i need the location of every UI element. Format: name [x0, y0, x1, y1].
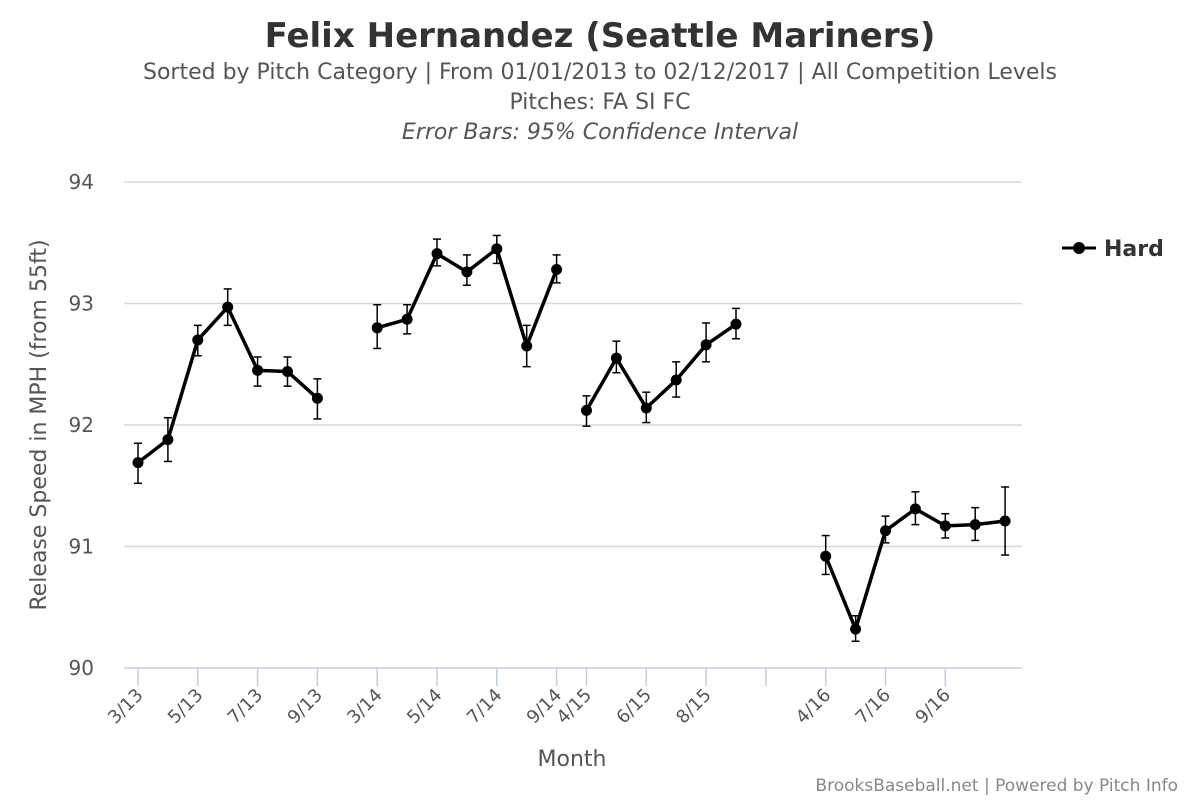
legend[interactable]: Hard	[1062, 237, 1164, 262]
x-tick-label: 4/16	[792, 685, 835, 728]
y-tick-label: 93	[69, 292, 94, 316]
legend-marker	[1073, 242, 1085, 254]
data-point	[222, 301, 234, 313]
series-line-segment	[584, 322, 737, 412]
x-tick-label: 7/16	[852, 685, 895, 728]
x-tick-label: 5/13	[164, 685, 207, 728]
y-tick-label: 91	[69, 535, 94, 559]
x-tick-label: 3/14	[343, 685, 386, 728]
data-point	[162, 434, 174, 446]
x-tick-label: 7/13	[224, 685, 267, 728]
data-point	[969, 519, 981, 531]
data-point	[850, 623, 862, 635]
series-hard	[132, 234, 1011, 643]
chart-title: Felix Hernandez (Seattle Mariners)	[264, 16, 936, 56]
data-point	[311, 392, 323, 404]
x-tick-label: 8/15	[672, 685, 715, 728]
x-axis: 3/13 5/13 7/13 9/13 3/14 5/14 7/14 9/144/15 6/15…	[104, 667, 1022, 728]
data-point	[999, 515, 1011, 527]
data-point	[282, 366, 293, 378]
x-tick-label: 4/15	[553, 685, 596, 728]
x-tick-label: 9/16	[911, 685, 954, 728]
y-tick-label: 94	[69, 170, 94, 194]
y-axis-ticks: 90 91 92 93 94	[69, 170, 94, 680]
data-point	[880, 525, 891, 537]
x-tick-label: 3/13	[104, 685, 147, 728]
data-point	[909, 503, 921, 515]
chart-subtitle-1: Sorted by Pitch Category | From 01/01/20…	[142, 60, 1057, 85]
data-point	[820, 550, 832, 562]
data-point	[581, 404, 592, 416]
y-axis-title: Release Speed in MPH (from 55ft)	[27, 239, 52, 610]
error-bars-note: Error Bars: 95% Confidence Interval	[401, 120, 799, 145]
data-point	[551, 263, 563, 275]
y-tick-label: 92	[69, 413, 94, 437]
data-point	[670, 374, 682, 386]
chart-subtitle-2: Pitches: FA SI FC	[509, 90, 691, 115]
x-tick-label: 6/15	[612, 685, 655, 728]
chart-title-block: Felix Hernandez (Seattle Mariners) Sorte…	[0, 14, 1200, 148]
x-tick-label: 7/14	[463, 685, 506, 728]
data-point	[252, 364, 264, 376]
legend-label-hard: Hard	[1104, 237, 1164, 262]
data-point	[610, 352, 622, 364]
data-point	[192, 334, 204, 346]
data-point	[461, 266, 473, 278]
x-tick-label: 9/13	[284, 685, 327, 728]
data-point	[132, 457, 144, 469]
data-point	[939, 520, 951, 532]
gridlines	[124, 181, 1022, 548]
data-point	[401, 313, 413, 325]
x-tick-label: 5/14	[403, 685, 446, 728]
data-point	[491, 243, 503, 255]
data-point	[521, 340, 533, 352]
data-point	[730, 318, 742, 330]
x-axis-title: Month	[538, 747, 607, 772]
data-point	[640, 402, 652, 414]
credit-text: BrooksBaseball.net | Powered by Pitch In…	[815, 776, 1178, 796]
data-point	[700, 339, 712, 351]
data-point	[431, 248, 443, 260]
y-tick-label: 90	[69, 656, 94, 680]
data-point	[371, 322, 383, 334]
